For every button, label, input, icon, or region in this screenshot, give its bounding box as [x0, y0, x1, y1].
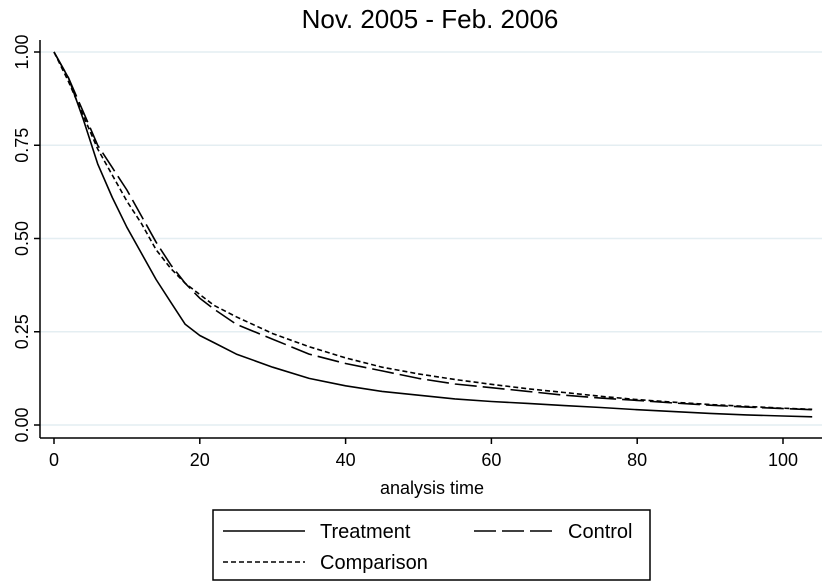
legend-label-treatment: Treatment [320, 521, 411, 543]
legend: Treatment Control Comparison [212, 509, 651, 581]
x-tick-label: 40 [336, 450, 356, 470]
y-tick-label: 0.75 [12, 128, 32, 163]
legend-label-comparison: Comparison [320, 552, 428, 574]
grid-lines [40, 51, 822, 426]
series-line-treatment [53, 51, 813, 418]
x-tick-label: 0 [49, 450, 59, 470]
series-line-control [53, 51, 813, 411]
series-line-comparison [53, 51, 813, 411]
y-tick-label: 0.25 [12, 314, 32, 349]
x-tick-label: 20 [190, 450, 210, 470]
y-tick-label: 1.00 [12, 34, 32, 69]
legend-box [212, 509, 651, 581]
chart-title: Nov. 2005 - Feb. 2006 [302, 4, 559, 34]
x-tick-label: 80 [627, 450, 647, 470]
legend-label-control: Control [568, 521, 632, 543]
x-axis-label: analysis time [380, 478, 484, 498]
y-tick-label: 0.00 [12, 407, 32, 442]
x-tick-label: 100 [768, 450, 798, 470]
axes: 0.00 0.25 0.50 0.75 1.00 0 20 40 60 80 100 [12, 34, 822, 470]
x-tick-label: 60 [481, 450, 501, 470]
series-lines [53, 51, 813, 418]
y-tick-label: 0.50 [12, 221, 32, 256]
